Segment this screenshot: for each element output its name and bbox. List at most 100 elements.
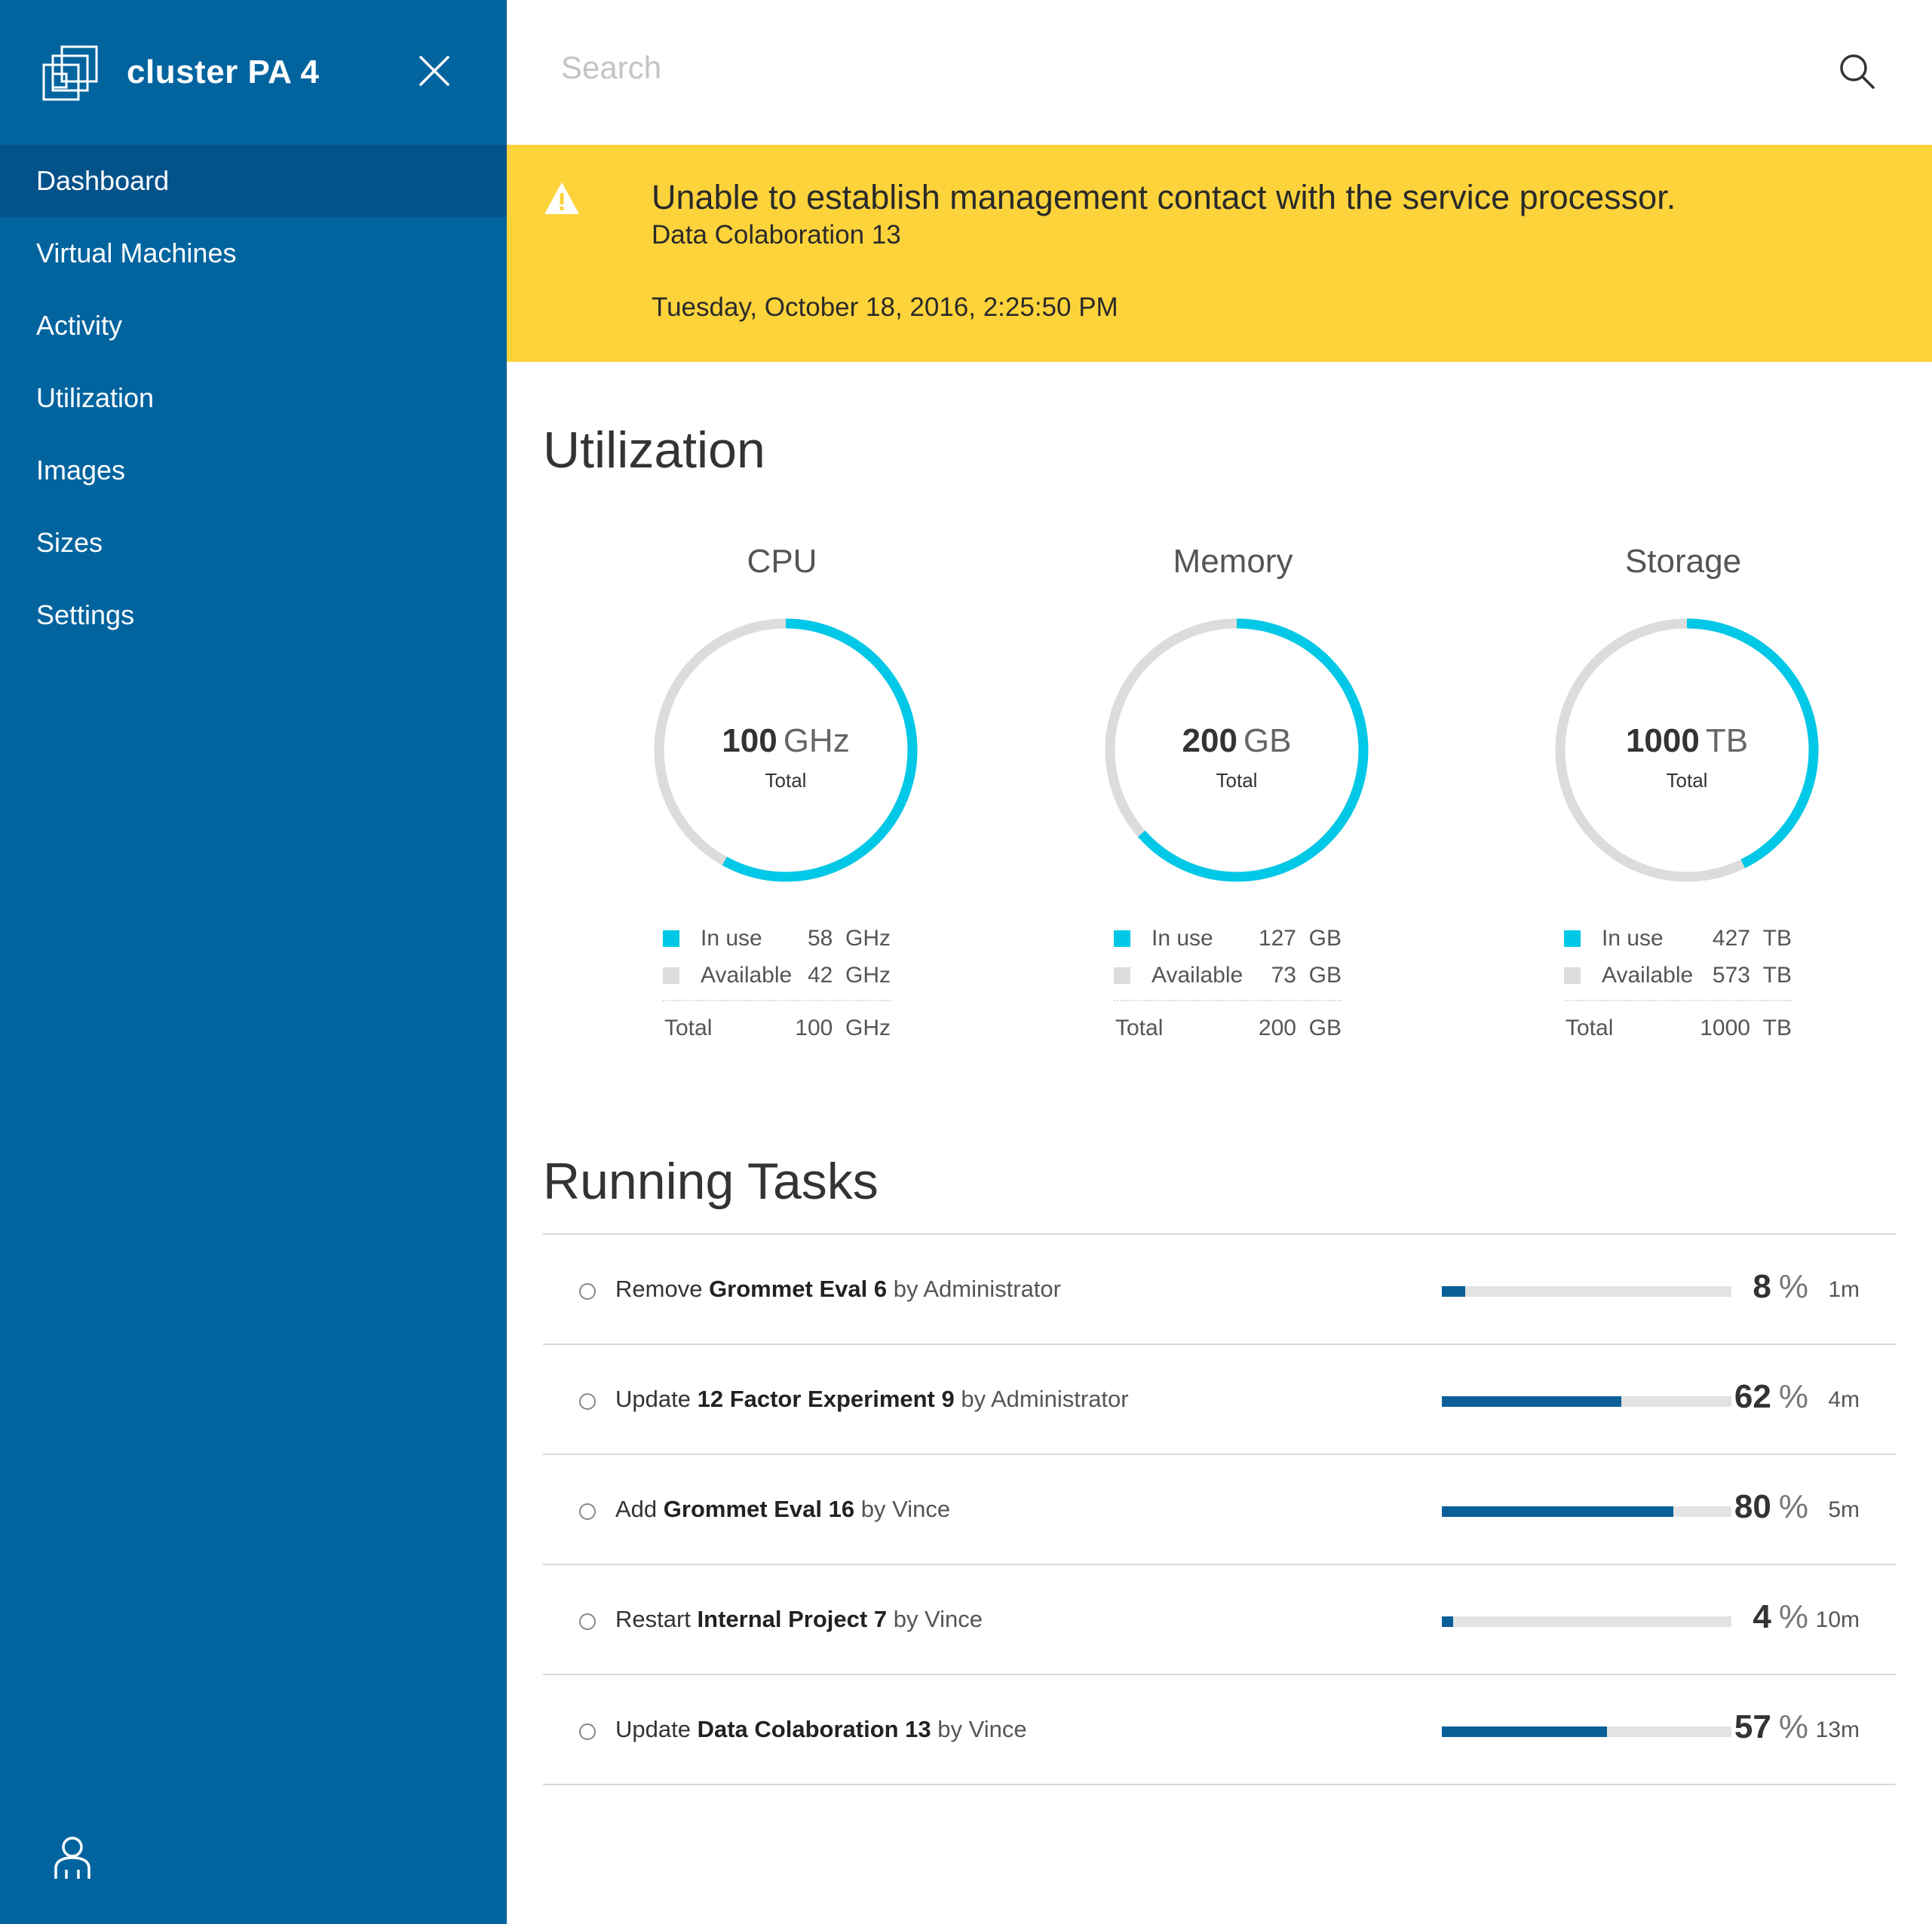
legend-label: In use [1152, 925, 1213, 951]
task-status-radio[interactable] [579, 1613, 596, 1630]
task-percent: 62% [1734, 1378, 1808, 1415]
sidebar-item-virtual-machines[interactable]: Virtual Machines [0, 217, 507, 290]
gauge-cpu[interactable]: CPU 100 GHz Total In use 58 GHz Available… [586, 543, 978, 1055]
task-row[interactable]: Remove Grommet Eval 6 by Administrator 8… [543, 1235, 1896, 1345]
task-row[interactable]: Update Data Colaboration 13 by Vince 57%… [543, 1675, 1896, 1785]
gauge-legend: In use 427 TB Available 573 TB Total 100… [1564, 920, 1792, 1051]
legend-label: Available [1152, 962, 1244, 988]
gauge-ring [1555, 618, 1819, 882]
task-status-radio[interactable] [579, 1723, 596, 1740]
gauge-total: 200 GB Total [1105, 722, 1369, 792]
sidebar-item-label: Sizes [36, 527, 103, 558]
gauge-total-caption: Total [765, 769, 807, 792]
alert-source[interactable]: Data Colaboration 13 [652, 220, 901, 250]
sidebar-nav: Dashboard Virtual Machines Activity Util… [0, 145, 507, 651]
sidebar: cluster PA 4 Dashboard Virtual Machines … [0, 0, 507, 1924]
legend-label: Total [1115, 1016, 1164, 1040]
gauge-ring [654, 618, 918, 882]
legend-value: 1000 TB [1700, 1016, 1792, 1040]
task-progress-bar [1442, 1396, 1731, 1407]
running-tasks-list: Remove Grommet Eval 6 by Administrator 8… [543, 1233, 1896, 1785]
legend-available: Available 42 GHz [663, 957, 891, 994]
legend-divider [1114, 1000, 1342, 1001]
gauge-total-unit: GHz [783, 722, 850, 759]
task-row[interactable]: Add Grommet Eval 16 by Vince 80% 5m [543, 1455, 1896, 1565]
gauge-total-unit: TB [1705, 722, 1749, 759]
close-icon[interactable] [418, 54, 451, 87]
available-swatch [1114, 967, 1130, 984]
legend-label: Total [1566, 1016, 1614, 1040]
sidebar-item-settings[interactable]: Settings [0, 579, 507, 651]
task-row[interactable]: Restart Internal Project 7 by Vince 4% 1… [543, 1565, 1896, 1675]
running-tasks-heading: Running Tasks [543, 1153, 879, 1210]
legend-value: 127 GB [1258, 925, 1342, 951]
gauge-total-value: 100 [722, 722, 777, 759]
sidebar-item-dashboard[interactable]: Dashboard [0, 145, 507, 217]
gauge-legend: In use 127 GB Available 73 GB Total 200 … [1114, 920, 1342, 1051]
task-description: Remove Grommet Eval 6 by Administrator [615, 1276, 1061, 1302]
task-percent: 8% [1753, 1268, 1808, 1305]
sidebar-item-label: Utilization [36, 382, 155, 413]
sidebar-item-activity[interactable]: Activity [0, 290, 507, 362]
gauge-storage[interactable]: Storage 1000 TB Total In use 427 TB Avail… [1487, 543, 1879, 1055]
legend-in-use: In use 127 GB [1114, 920, 1342, 957]
gauge-label: Memory [1173, 543, 1293, 580]
task-status-radio[interactable] [579, 1503, 596, 1520]
sidebar-item-utilization[interactable]: Utilization [0, 362, 507, 434]
gauge-legend: In use 58 GHz Available 42 GHz Total 100… [663, 920, 891, 1051]
gauge-used-arc [1105, 618, 1369, 882]
task-progress-bar [1442, 1726, 1731, 1737]
legend-label: Available [1602, 962, 1694, 988]
gauge-used-arc [1555, 618, 1819, 882]
gauge-total-caption: Total [1666, 769, 1708, 792]
legend-label: In use [701, 925, 762, 951]
in-use-swatch [663, 930, 679, 947]
available-swatch [663, 967, 679, 984]
legend-in-use: In use 58 GHz [663, 920, 891, 957]
gauge-total-value: 200 [1182, 722, 1237, 759]
in-use-swatch [1564, 930, 1581, 947]
task-progress-bar [1442, 1286, 1731, 1297]
task-progress-fill [1442, 1396, 1622, 1407]
alert-banner[interactable]: Unable to establish management contact w… [507, 145, 1932, 362]
sidebar-item-label: Images [36, 455, 126, 486]
user-icon[interactable] [53, 1835, 92, 1880]
sidebar-item-images[interactable]: Images [0, 434, 507, 507]
task-percent: 57% [1734, 1708, 1808, 1745]
task-row[interactable]: Update 12 Factor Experiment 9 by Adminis… [543, 1345, 1896, 1455]
legend-label: Total [664, 1016, 713, 1040]
task-progress-bar [1442, 1506, 1731, 1517]
task-percent: 4% [1753, 1598, 1808, 1635]
gauge-label: Storage [1624, 543, 1742, 580]
available-swatch [1564, 967, 1581, 984]
task-description: Update 12 Factor Experiment 9 by Adminis… [615, 1386, 1129, 1412]
legend-value: 100 GHz [795, 1016, 891, 1040]
legend-total: Total 1000 TB [1564, 1006, 1792, 1051]
sidebar-item-label: Virtual Machines [36, 237, 237, 268]
legend-divider [1564, 1000, 1792, 1001]
task-age: 1m [1828, 1277, 1860, 1302]
gauge-used-arc [654, 618, 918, 882]
legend-available: Available 73 GB [1114, 957, 1342, 994]
sidebar-item-sizes[interactable]: Sizes [0, 507, 507, 579]
legend-value: 58 GHz [807, 925, 891, 951]
alert-timestamp: Tuesday, October 18, 2016, 2:25:50 PM [652, 293, 1118, 322]
main-content: Unable to establish management contact w… [507, 0, 1932, 1924]
search-icon[interactable] [1838, 53, 1876, 90]
legend-value: 427 TB [1712, 925, 1792, 951]
task-progress-fill [1442, 1286, 1465, 1297]
task-status-radio[interactable] [579, 1283, 596, 1300]
sidebar-item-label: Activity [36, 310, 123, 341]
legend-value: 573 TB [1712, 962, 1792, 988]
gauge-total-value: 1000 [1625, 722, 1700, 759]
gauge-total: 1000 TB Total [1555, 722, 1819, 792]
legend-label: Available [701, 962, 793, 988]
gauge-total: 100 GHz Total [654, 722, 918, 792]
gauge-memory[interactable]: Memory 200 GB Total In use 127 GB Availab… [1037, 543, 1429, 1055]
gauge-total-unit: GB [1243, 722, 1292, 759]
legend-value: 42 GHz [807, 962, 891, 988]
task-status-radio[interactable] [579, 1393, 596, 1410]
legend-total: Total 200 GB [1114, 1006, 1342, 1051]
search-input[interactable] [561, 42, 1692, 93]
task-age: 10m [1815, 1607, 1860, 1632]
